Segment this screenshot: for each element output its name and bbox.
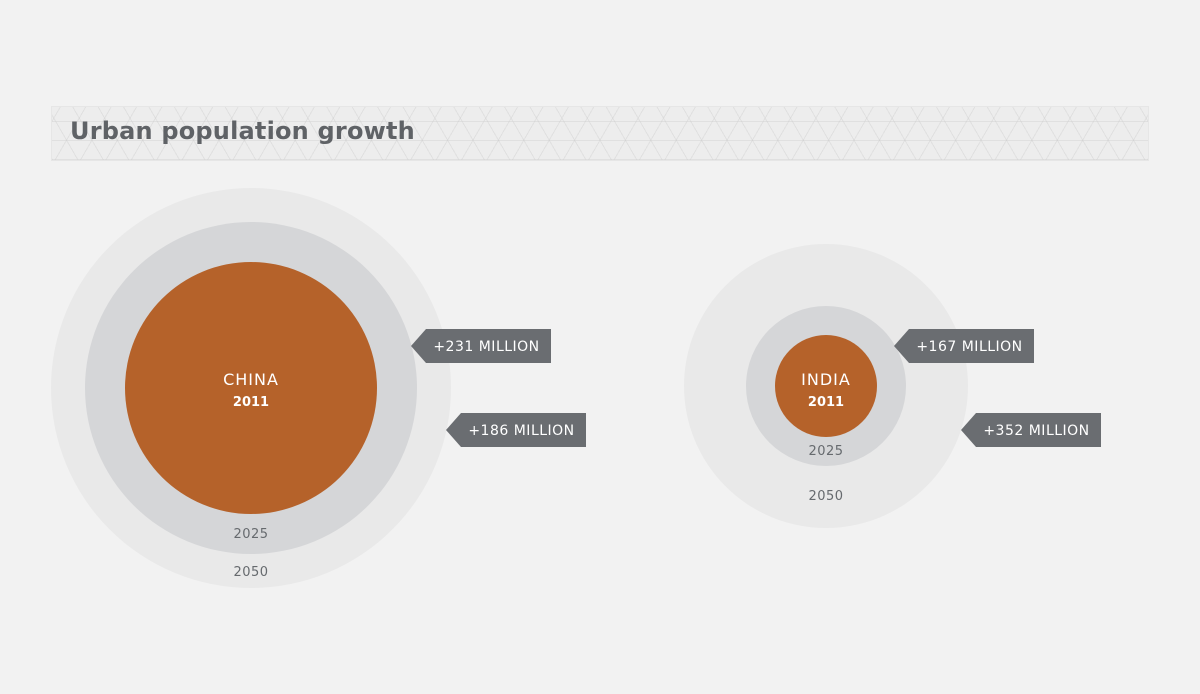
india-increase-label-2050: +352 MILLION [983, 423, 1089, 439]
china-increase-tag-2025 [411, 329, 551, 363]
india-year-label-2025: 2025 [808, 444, 843, 459]
china-year-label-2050: 2050 [233, 565, 268, 580]
china-base-year-label: 2011 [233, 395, 269, 410]
india-country-label: INDIA [801, 370, 851, 389]
china-country-label: CHINA [223, 370, 279, 389]
china-year-label-2025: 2025 [233, 527, 268, 542]
india-increase-tag-2025 [894, 329, 1034, 363]
india-increase-tag-2050 [961, 413, 1101, 447]
india-circle-2011 [775, 335, 877, 437]
india-year-label-2050: 2050 [808, 489, 843, 504]
india-increase-label-2025: +167 MILLION [916, 339, 1022, 355]
chart-title: Urban population growth [70, 117, 415, 145]
title-band [51, 106, 1149, 161]
china-increase-tag-2050 [446, 413, 586, 447]
china-circle-2011 [125, 262, 377, 514]
china-increase-label-2025: +231 MILLION [433, 339, 539, 355]
china-increase-label-2050: +186 MILLION [468, 423, 574, 439]
india-base-year-label: 2011 [808, 395, 844, 410]
